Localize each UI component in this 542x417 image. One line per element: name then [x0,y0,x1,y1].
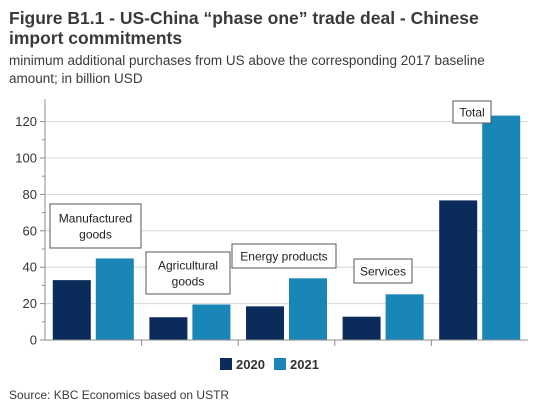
annotation-box [231,243,337,269]
axes: 0 20 40 60 80 100 120 [15,99,528,348]
bar-2020 [149,317,188,340]
bar-2020 [246,306,284,340]
bars [52,115,521,341]
annotation-label: goods [79,228,112,242]
annotation-label: Manufactured [59,212,132,226]
annotation-box [145,251,231,295]
annotation-label: Energy products [240,250,327,264]
bar-2020 [52,280,91,340]
y-tick-label: 40 [23,260,37,275]
legend-label-2021: 2021 [290,357,319,372]
y-tick-label: 100 [15,151,37,166]
annotation-label: Total [459,106,484,120]
legend: 2020 2021 [220,357,319,372]
chart-title: Figure B1.1 - US-China “phase one” trade… [9,8,479,48]
annotation-label: Services [360,265,406,279]
bar-2020 [342,316,381,340]
legend-swatch-2020 [220,358,232,370]
chart-subtitle: minimum additional purchases from US abo… [9,53,485,86]
bar-2021 [385,294,424,340]
source-note: Source: KBC Economics based on USTR [9,388,230,402]
bar-2021 [289,278,327,340]
y-tick-label: 120 [15,114,37,129]
bar-2020 [439,200,478,340]
y-tick-label: 0 [30,333,37,348]
y-tick-label: 60 [23,223,37,238]
legend-swatch-2021 [274,358,286,370]
bar-2021 [95,258,134,340]
category-annotations: Manufactured goods Agricultural goods Energy… [49,100,492,295]
annotation-box [49,203,142,249]
annotation-box [452,100,492,124]
y-tick-label: 20 [23,296,37,311]
legend-label-2020: 2020 [236,357,265,372]
annotation-box [353,258,413,284]
y-tick-label: 80 [23,187,37,202]
annotation-label: Agricultural [158,259,218,273]
bar-2021 [192,304,231,340]
bar-2021 [482,115,521,341]
annotation-label: goods [172,275,205,289]
